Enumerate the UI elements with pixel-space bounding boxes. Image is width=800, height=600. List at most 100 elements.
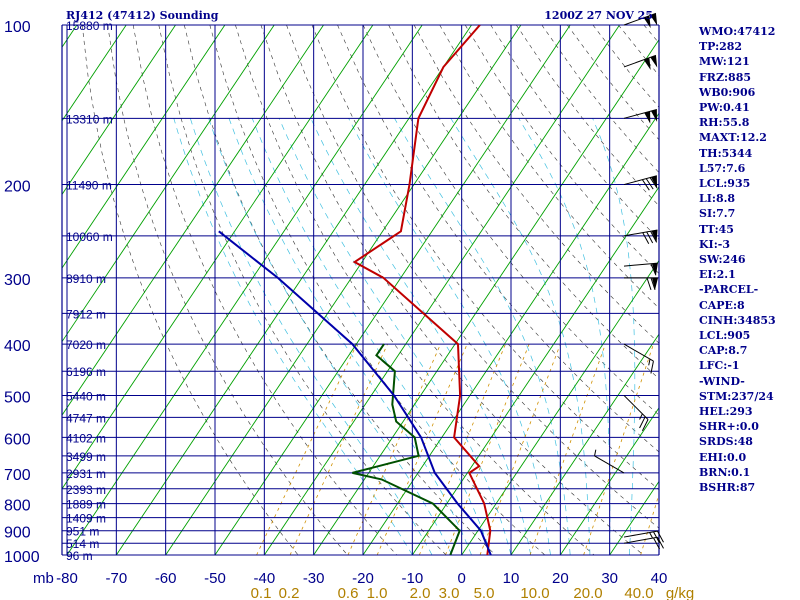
height-label: 951 m (66, 525, 99, 539)
wind-barb-pennant (651, 109, 658, 122)
index-item: BRN:0.1 (699, 465, 751, 479)
wind-barb-full (650, 277, 656, 291)
index-item: BSHR:87 (699, 481, 756, 495)
isotherm-line (411, 186, 659, 555)
pressure-tick-label: 300 (4, 272, 31, 289)
mixing-ratio-line (479, 343, 561, 555)
wind-barb-pennant (651, 230, 658, 243)
mixing-ratio-label: 10.0 (520, 585, 549, 600)
temperature-tick-label: 40 (651, 570, 668, 587)
wind-barb-full (650, 360, 654, 374)
index-item: LCL:935 (699, 177, 751, 191)
height-label: 96 m (66, 549, 93, 563)
mixing-ratio-line (376, 343, 468, 555)
mixing-ratio-label: 1.0 (367, 585, 388, 600)
wind-barb-full (646, 277, 652, 291)
index-item: TP:282 (699, 40, 743, 54)
isotherm-line (62, 25, 226, 269)
height-label: 2931 m (66, 467, 106, 481)
index-item: SW:246 (699, 253, 746, 267)
mixing-ratio-label: 0.2 (279, 585, 300, 600)
height-label: 7912 m (66, 307, 106, 321)
mixing-ratio-line (640, 492, 659, 555)
index-item: RH:55.8 (699, 116, 750, 130)
wind-barb (623, 229, 658, 244)
index-item: LFC:-1 (699, 359, 740, 373)
moist-adiabat (278, 118, 512, 555)
mixing-ratio-line (583, 343, 654, 555)
wind-barb (623, 262, 658, 276)
wind-barb-full (649, 177, 658, 189)
wind-barb-full (639, 416, 646, 429)
index-item: CINH:34853 (699, 313, 776, 327)
index-item: KI:-3 (699, 237, 730, 251)
dry-adiabat (184, 25, 496, 555)
moist-adiabat (348, 118, 551, 555)
wind-barb (623, 12, 658, 29)
index-item: CAP:8.7 (699, 344, 748, 358)
wind-barb-staff (623, 530, 658, 538)
wind-barb-full (641, 179, 650, 191)
wind-barb-pennant (651, 263, 658, 276)
wind-barb-full (657, 537, 664, 549)
height-label: 10060 m (66, 230, 113, 244)
wind-barb-pennant (643, 15, 651, 29)
height-label: 13310 m (66, 112, 113, 126)
height-label: 8910 m (66, 272, 106, 286)
temperature-profile-line (352, 25, 492, 555)
temperature-tick-label: -50 (204, 570, 226, 587)
mixing-ratio-line (418, 343, 506, 555)
index-item: LI:8.8 (699, 192, 736, 206)
dry-adiabats (81, 25, 659, 555)
dewpoint-profile-line (352, 343, 461, 555)
moist-adiabat (310, 118, 532, 555)
wind-barb-half (648, 358, 651, 366)
wind-barb-full (642, 232, 650, 244)
mixing-ratio-label: 40.0 (624, 585, 653, 600)
wind-barb (624, 277, 658, 291)
index-item: EHI:0.0 (699, 450, 747, 464)
pressure-tick-label: 200 (4, 179, 31, 196)
height-label: 1409 m (66, 512, 106, 526)
height-label: 4747 m (66, 411, 106, 425)
wind-barb-pennant (652, 277, 658, 290)
wind-barb-pennant (643, 57, 651, 71)
wind-barb-staff (623, 343, 654, 362)
wind-barb-full (657, 530, 664, 543)
index-item: SI:7.7 (699, 207, 736, 221)
mixing-ratio-label: 0.1 (251, 585, 272, 600)
wind-barb (623, 109, 658, 124)
index-item: FRZ:885 (699, 70, 752, 84)
stability-indices: WMO:47412 TP:282 MW:121 FRZ:885 WB0:906 PW:0.… (699, 24, 776, 495)
moist-adiabat (592, 118, 636, 555)
mixing-ratio-label: 2.0 (410, 585, 431, 600)
index-item: PW:0.41 (699, 101, 750, 115)
wind-barb (623, 536, 664, 550)
wind-barb-staff (623, 395, 649, 420)
station-title: RJ412 (47412) Sounding (66, 9, 219, 22)
valid-time: 1200Z 27 NOV 25 (544, 9, 653, 22)
dry-adiabat (81, 25, 299, 555)
height-label: 1889 m (66, 498, 106, 512)
isotherms (62, 25, 659, 555)
moist-adiabat (450, 118, 591, 555)
wind-barb-full (641, 419, 649, 432)
isotherm-line (62, 25, 275, 343)
wind-barb (623, 54, 658, 71)
temperature-tick-label: -30 (303, 570, 325, 587)
index-item: EI:2.1 (699, 268, 736, 282)
pressure-unit-label: mb (33, 570, 54, 587)
height-label: 3499 m (66, 450, 106, 464)
wind-barb-staff (623, 54, 657, 68)
wind-barb-pennant (650, 13, 658, 26)
pressure-tick-label: 1000 (4, 549, 40, 566)
mixing-ratio-lines (256, 343, 659, 555)
isotherm-line (66, 25, 423, 555)
index-item: TH:5344 (699, 146, 753, 160)
index-item: L57:7.6 (699, 161, 746, 175)
mixing-ratio-label: 0.6 (338, 585, 359, 600)
wind-barb-full (645, 178, 654, 190)
moist-adiabat (228, 118, 472, 555)
index-item: STM:237/24 (699, 389, 774, 403)
